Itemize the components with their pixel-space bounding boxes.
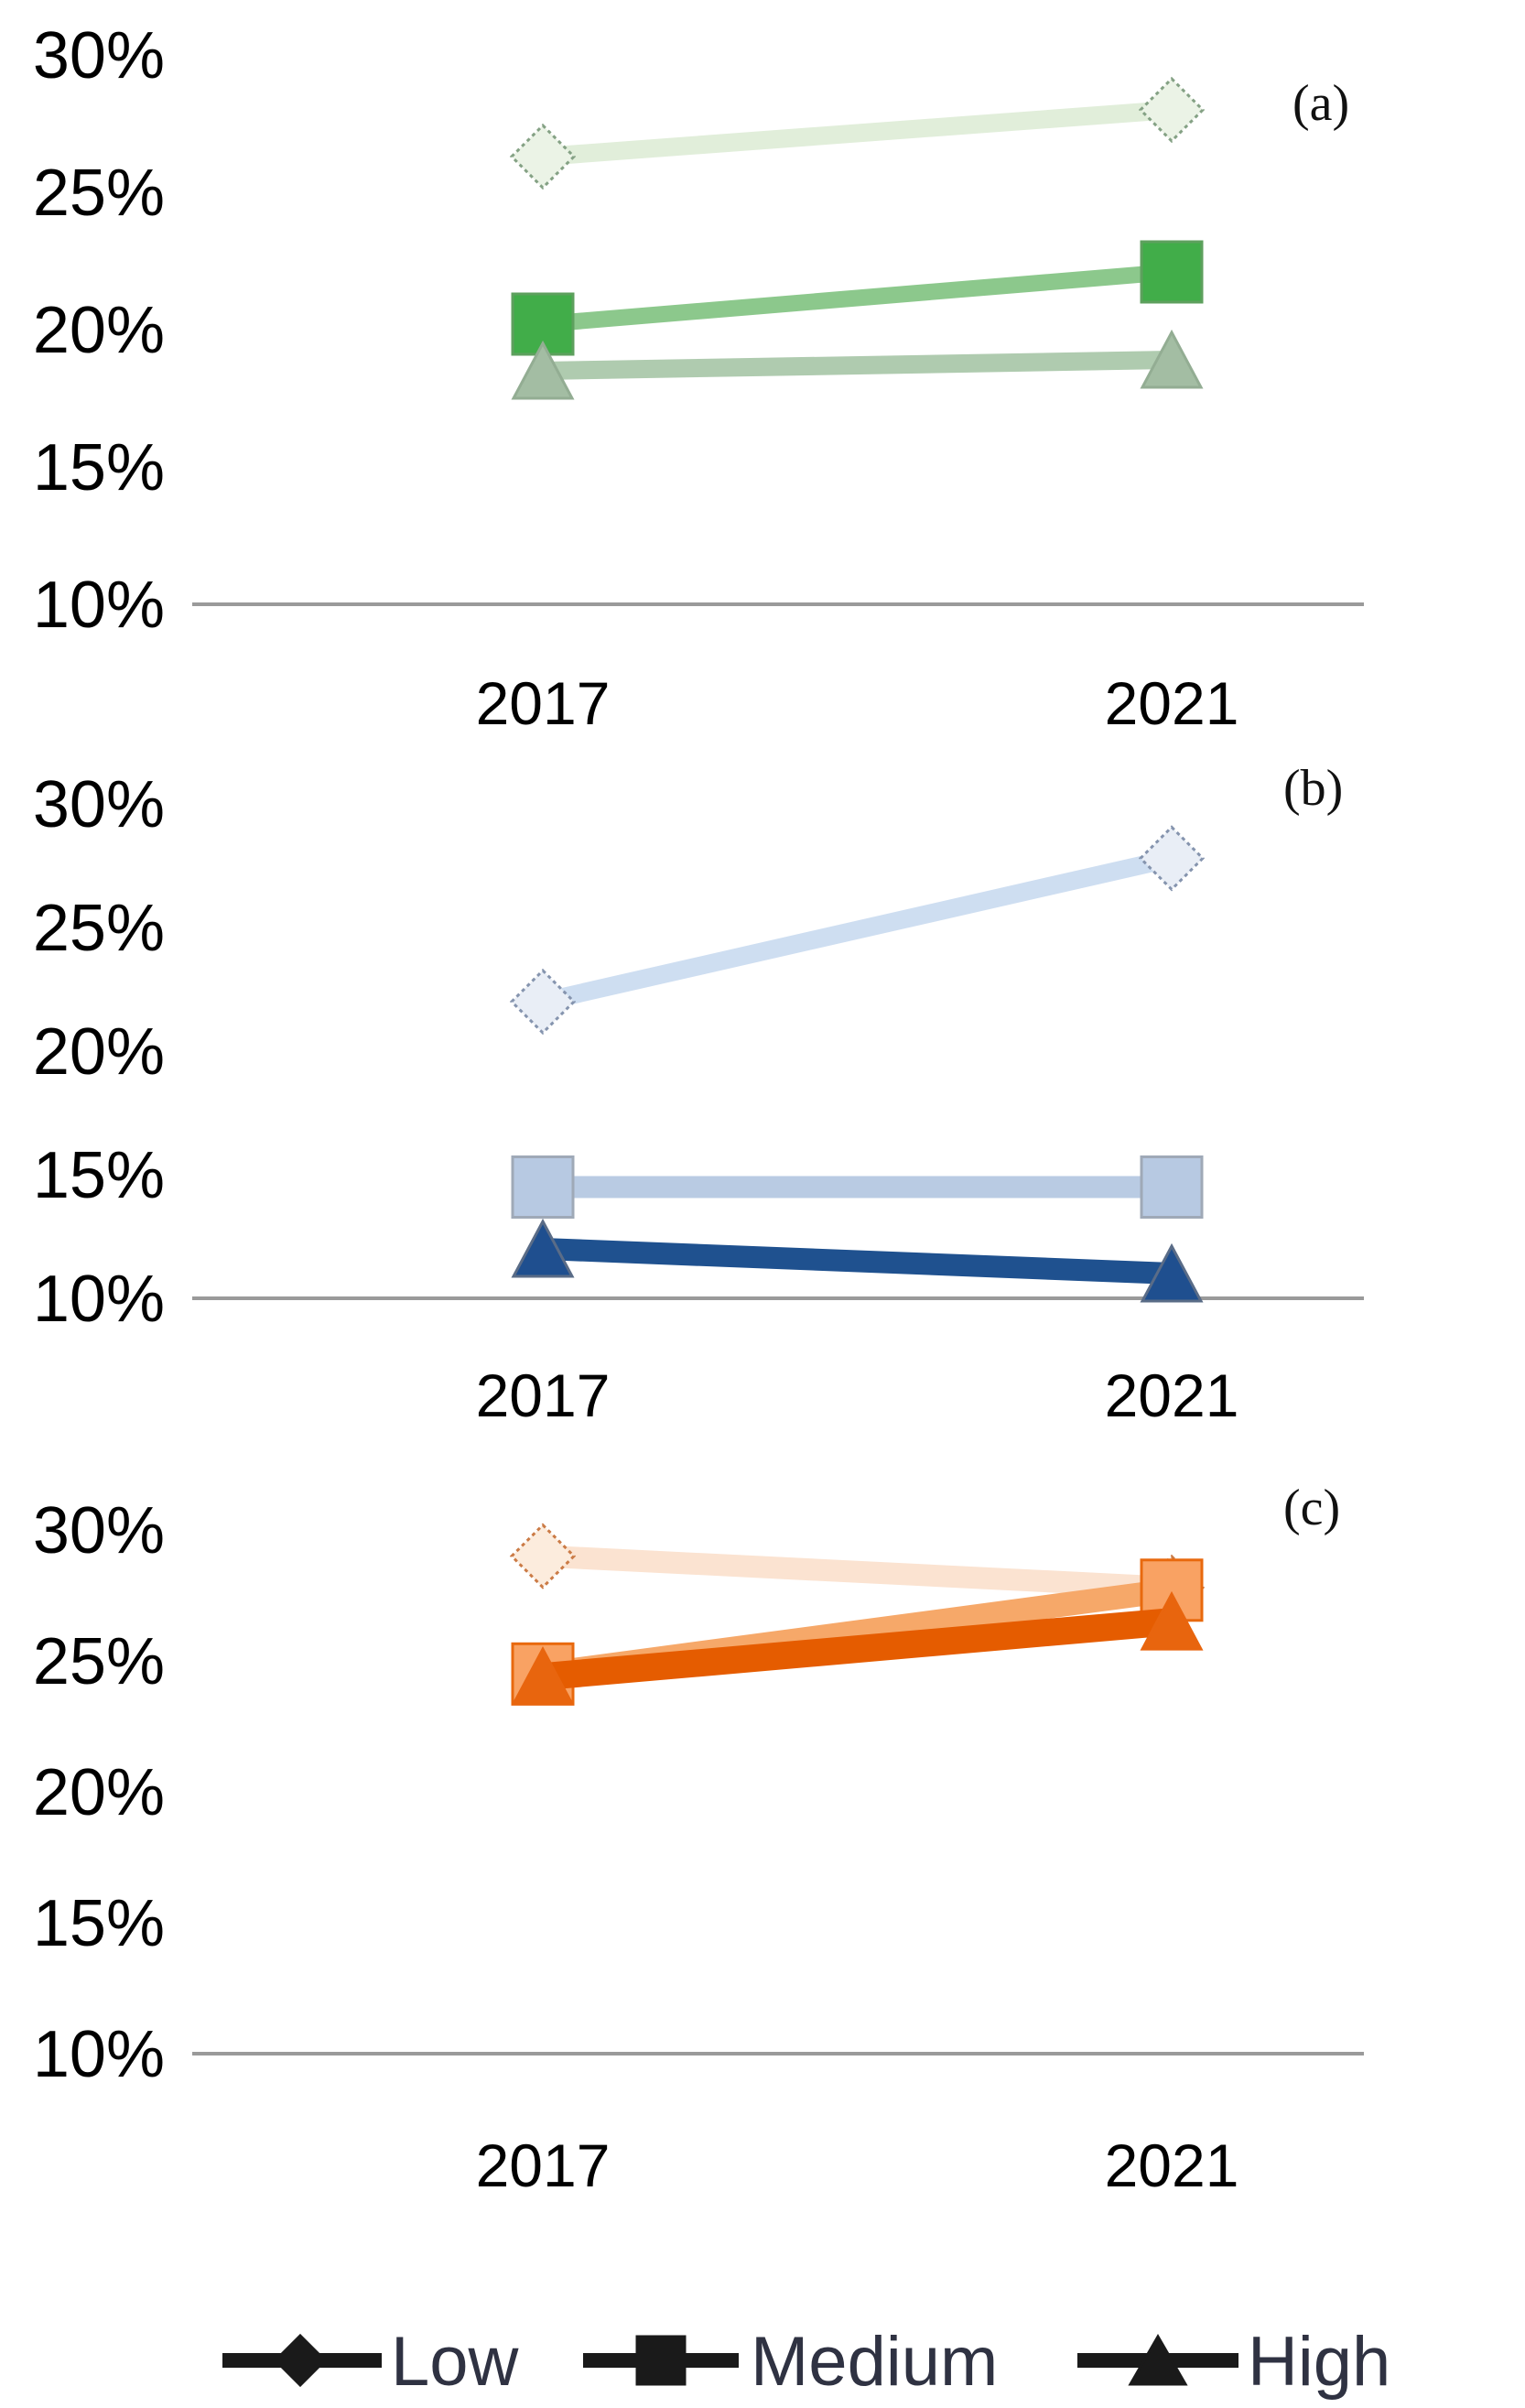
series-line-low: [542, 1545, 1173, 1599]
legend-label-high: High: [1248, 2323, 1390, 2401]
marker-square-medium-2021: [1140, 240, 1204, 304]
panel-label: (c): [1283, 1480, 1340, 1536]
y-tick-label: 20%: [33, 1756, 165, 1829]
marker-triangle-high-2017: [511, 1218, 575, 1278]
y-tick-label: 20%: [33, 294, 165, 367]
y-tick-label: 15%: [33, 1139, 165, 1212]
y-tick-label: 10%: [33, 2018, 165, 2091]
series-line-low: [542, 101, 1173, 166]
y-tick-label: 10%: [33, 569, 165, 642]
series-line-high: [542, 1238, 1173, 1285]
y-tick-label: 10%: [33, 1263, 165, 1336]
panel-label: (a): [1292, 75, 1349, 132]
marker-diamond-low-2017: [509, 1523, 577, 1589]
y-tick-label: 15%: [33, 431, 165, 504]
series-line-high: [542, 351, 1173, 380]
legend-diamond-icon: [273, 2333, 328, 2388]
panel-label: (b): [1283, 760, 1343, 817]
legend-square-icon: [635, 2335, 687, 2386]
y-tick-label: 20%: [33, 1015, 165, 1089]
marker-diamond-low-2021: [1138, 76, 1206, 144]
x-tick-label: 2021: [1105, 2131, 1239, 2199]
marker-triangle-high-2021: [1140, 1590, 1204, 1651]
marker-diamond-low-2017: [509, 968, 577, 1036]
y-tick-label: 30%: [33, 19, 165, 92]
legend-label-medium: Medium: [751, 2323, 998, 2401]
marker-diamond-low-2017: [509, 123, 577, 190]
x-tick-label: 2017: [476, 1361, 611, 1429]
marker-triangle-high-2021: [1140, 329, 1204, 389]
legend-triangle-icon: [1128, 2333, 1188, 2386]
y-tick-label: 25%: [33, 157, 165, 230]
y-tick-label: 30%: [33, 768, 165, 841]
y-tick-label: 15%: [33, 1887, 165, 1960]
marker-triangle-high-2017: [511, 340, 575, 400]
x-tick-label: 2017: [476, 2131, 611, 2199]
x-tick-label: 2021: [1105, 669, 1239, 737]
x-tick-label: 2017: [476, 669, 611, 737]
series-line-low: [540, 849, 1174, 1011]
series-line-high: [541, 1608, 1173, 1691]
marker-diamond-low-2021: [1138, 825, 1206, 892]
legend-label-low: Low: [391, 2323, 520, 2401]
series-line-medium: [542, 264, 1173, 332]
y-tick-label: 25%: [33, 1625, 165, 1698]
marker-triangle-high-2017: [511, 1645, 575, 1706]
marker-square-medium-2017: [511, 1155, 575, 1219]
x-tick-label: 2021: [1105, 1361, 1239, 1429]
y-tick-label: 25%: [33, 892, 165, 965]
marker-square-medium-2021: [1140, 1155, 1204, 1219]
y-tick-label: 30%: [33, 1494, 165, 1567]
marker-triangle-high-2021: [1140, 1242, 1204, 1303]
